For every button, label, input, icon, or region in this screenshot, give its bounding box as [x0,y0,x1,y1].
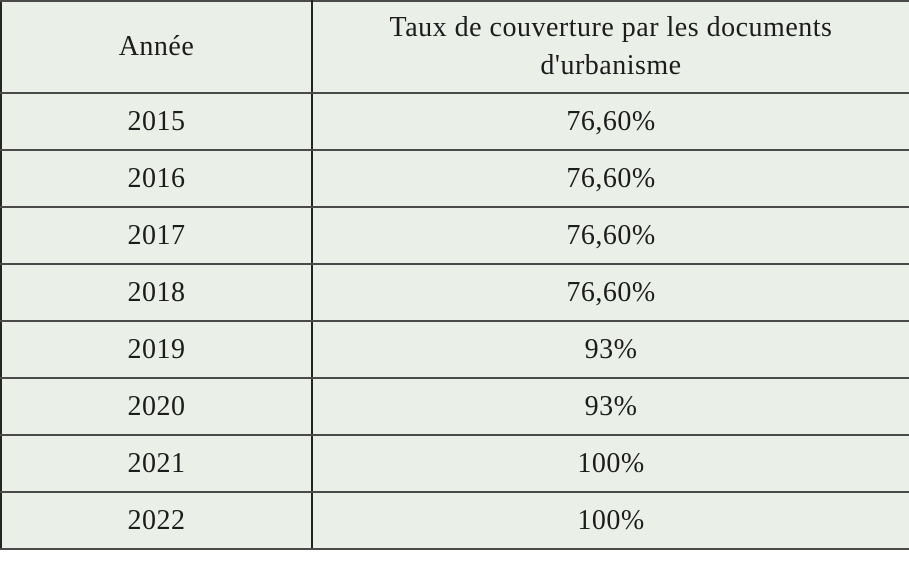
table-row: 2020 93% [0,377,909,436]
year-cell: 2022 [0,491,313,550]
taux-cell: 93% [311,377,909,436]
taux-cell: 76,60% [311,263,909,322]
table-row: 2022 100% [0,491,909,550]
table-row: 2018 76,60% [0,263,909,322]
taux-cell: 93% [311,320,909,379]
col-header-taux: Taux de couverture par les documents d'u… [311,0,909,94]
year-cell: 2015 [0,92,313,151]
year-cell: 2020 [0,377,313,436]
year-cell: 2021 [0,434,313,493]
table-row: 2016 76,60% [0,149,909,208]
taux-cell: 100% [311,434,909,493]
col-header-annee: Année [0,0,313,94]
taux-cell: 76,60% [311,92,909,151]
taux-cell: 100% [311,491,909,550]
table-row: 2015 76,60% [0,92,909,151]
taux-cell: 76,60% [311,206,909,265]
table-row: 2021 100% [0,434,909,493]
year-cell: 2016 [0,149,313,208]
year-cell: 2019 [0,320,313,379]
year-cell: 2017 [0,206,313,265]
urbanisme-coverage-table: Année Taux de couverture par les documen… [0,0,909,550]
table-row: 2017 76,60% [0,206,909,265]
table-row: 2019 93% [0,320,909,379]
taux-cell: 76,60% [311,149,909,208]
header-row: Année Taux de couverture par les documen… [0,0,909,94]
year-cell: 2018 [0,263,313,322]
